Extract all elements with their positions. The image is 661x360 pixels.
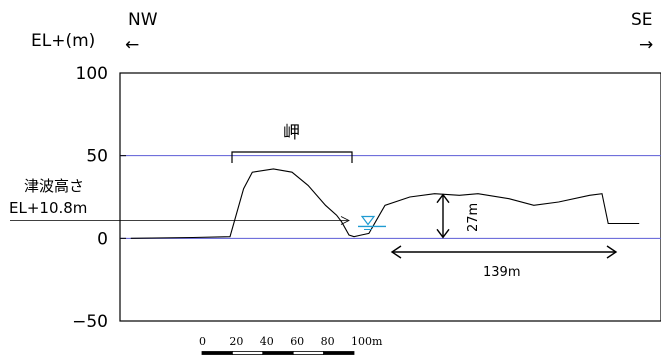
height-arrowhead-bottom — [436, 228, 450, 239]
y-tick-label: −50 — [72, 312, 108, 332]
scale-bar-tick-label: 100m — [351, 335, 383, 348]
scale-bar-tick-label: 40 — [260, 335, 274, 348]
scale-bar-segment — [262, 351, 294, 355]
scale-bar-segment — [201, 351, 233, 355]
cape-label: 岬 — [283, 123, 300, 143]
terrain-profile-line — [130, 168, 640, 239]
width-label: 139m — [483, 265, 520, 280]
water-level-symbol — [360, 215, 376, 226]
direction-left-label: NW — [128, 10, 158, 30]
direction-left-arrow: ← — [125, 35, 139, 55]
tsunami-label-line2: EL+10.8m — [9, 199, 87, 217]
y-tick-label: 100 — [76, 64, 108, 84]
y-axis-title: EL+(m) — [31, 31, 95, 51]
direction-right-label: SE — [631, 10, 653, 30]
scale-bar-tick-label: 80 — [321, 335, 335, 348]
scale-bar-segment — [323, 351, 355, 355]
scale-bar-tick-label: 20 — [229, 335, 243, 348]
tsunami-level-arrowhead — [340, 216, 350, 225]
y-tick-label: 50 — [86, 147, 108, 167]
width-arrowhead-right — [606, 245, 618, 259]
scale-bar-tick-label: 0 — [199, 335, 206, 348]
cape-bracket — [231, 151, 353, 163]
scale-bar-segment — [231, 351, 264, 355]
tsunami-label-line1: 津波高さ — [24, 177, 84, 195]
y-tick-label: 0 — [97, 229, 108, 249]
height-arrowhead-top — [436, 193, 450, 204]
direction-right-arrow: → — [639, 35, 653, 55]
scale-bar-segment — [292, 351, 325, 355]
height-label: 27m — [466, 203, 481, 232]
scale-bar-tick-label: 60 — [290, 335, 304, 348]
width-arrowhead-left — [390, 245, 402, 259]
plot-frame — [119, 72, 661, 322]
